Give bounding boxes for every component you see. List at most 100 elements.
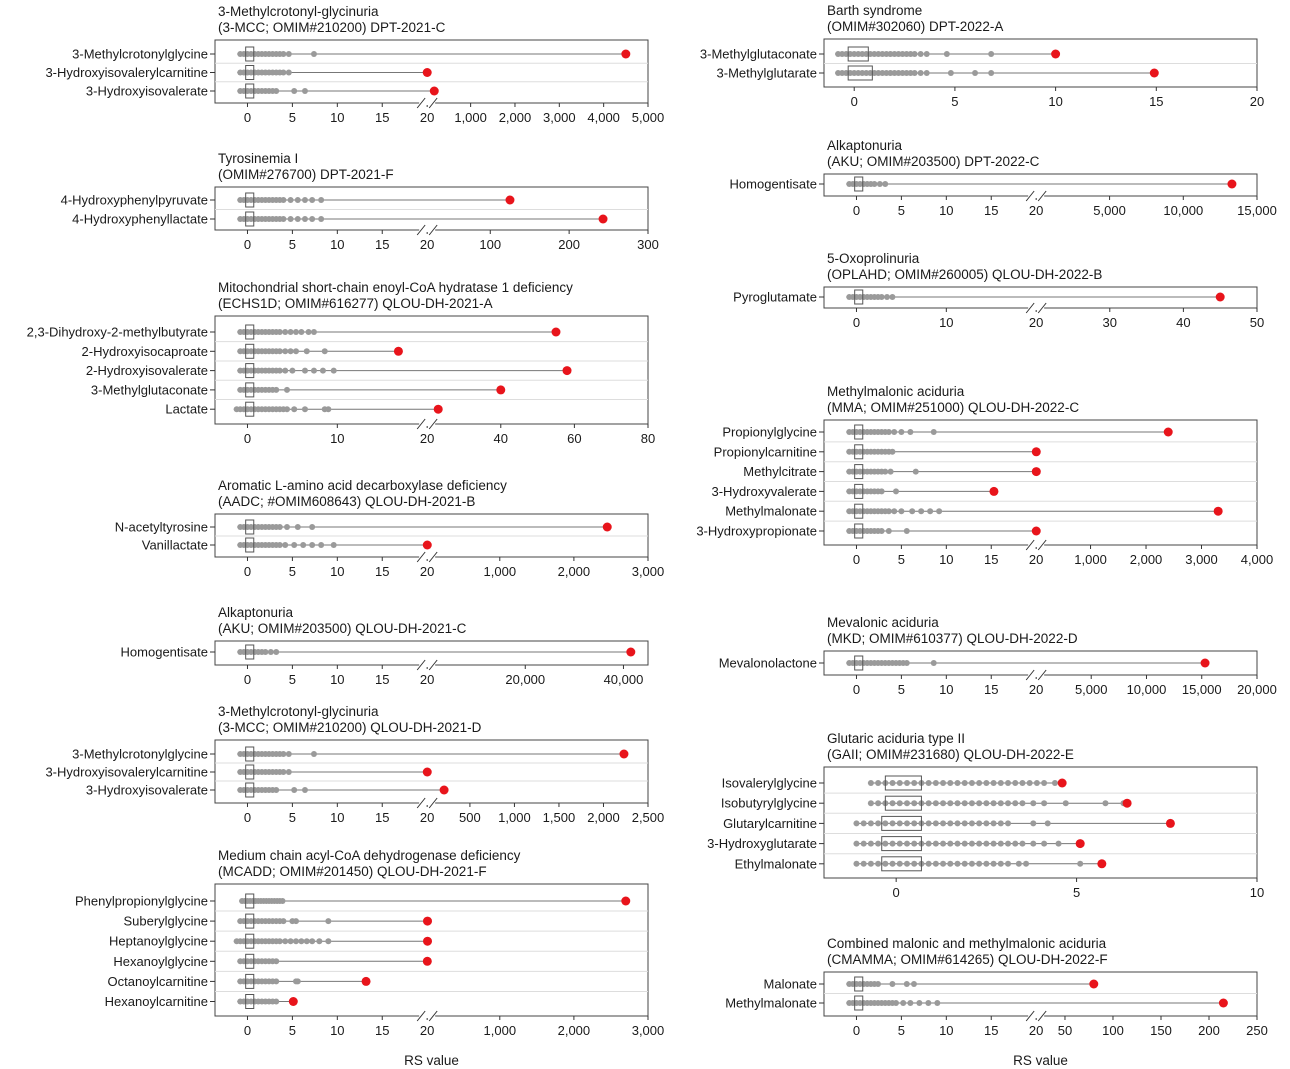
x-tick-label: 5 — [289, 237, 296, 252]
reference-dot — [983, 800, 990, 807]
reference-dot — [291, 542, 298, 548]
plot-frame — [823, 419, 1258, 546]
panel-title: (ECHS1D; OMIM#616277) QLOU-DH-2021-A — [218, 296, 493, 311]
x-tick-label: 20 — [420, 1023, 434, 1038]
reference-dot — [997, 800, 1004, 807]
panel-p6: 3-Methylcrotonyl-glycinuria(3-MCC; OMIM#… — [45, 704, 664, 825]
reference-dot — [930, 429, 937, 435]
x-tick-label: 20 — [420, 810, 434, 825]
reference-dot — [282, 542, 289, 548]
reference-dot — [282, 348, 289, 355]
boxplot-box — [245, 83, 255, 99]
panel-title: Barth syndrome — [827, 3, 922, 18]
metabolite-label: Pyroglutamate — [733, 290, 817, 305]
x-tick-label: 5 — [898, 682, 905, 697]
reference-dot — [309, 524, 316, 530]
reference-dot — [875, 800, 882, 807]
patient-dot — [1227, 179, 1237, 189]
reference-dot — [903, 981, 910, 987]
axis-break-mark — [1025, 539, 1035, 551]
patient-dot — [423, 916, 433, 926]
reference-dot — [968, 800, 975, 807]
reference-dot — [925, 840, 932, 847]
reference-dot — [860, 840, 867, 847]
axis-break-mark — [428, 659, 438, 671]
axis-break-gap — [1028, 306, 1045, 310]
x-tick-label: 15 — [375, 110, 389, 125]
axis-break-gap — [419, 555, 436, 559]
reference-dot — [961, 860, 968, 867]
panel-p11: Methylmalonic aciduria(MMA; OMIM#251000)… — [696, 384, 1273, 567]
axis-break-gap — [419, 101, 436, 105]
x-tick-label: 10 — [1048, 94, 1062, 109]
patient-dot — [505, 195, 515, 205]
reference-dot — [925, 800, 932, 807]
x-axis-label: RS value — [404, 1053, 459, 1068]
reference-dot — [910, 981, 917, 987]
boxplot-box — [245, 324, 255, 340]
reference-dot — [983, 860, 990, 867]
reference-dot — [954, 860, 961, 867]
reference-dot — [940, 820, 947, 827]
reference-dot — [282, 367, 289, 374]
panel-p2: Tyrosinemia I(OMIM#276700) DPT-2021-F 4-H… — [61, 151, 659, 252]
reference-dot — [947, 820, 954, 827]
patient-dot — [429, 86, 439, 96]
plot-frame — [214, 640, 649, 666]
reference-dot — [954, 840, 961, 847]
reference-dot — [909, 508, 916, 515]
x-tick-label: 2,000 — [558, 564, 591, 579]
x-tick-label: 10 — [330, 810, 344, 825]
x-tick-label: 15 — [984, 203, 998, 218]
panel-title: (AADC; #OMIM608643) QLOU-DH-2021-B — [218, 494, 475, 509]
boxplot-box — [245, 973, 255, 989]
patient-dot — [1122, 798, 1132, 808]
x-tick-label: 40,000 — [604, 672, 644, 687]
reference-dot — [853, 860, 860, 867]
patient-dot — [1163, 427, 1173, 437]
boxplot-box — [245, 764, 255, 780]
reference-dot — [1012, 780, 1019, 786]
reference-dot — [289, 367, 296, 374]
metabolite-label: Octanoylcarnitine — [108, 974, 208, 989]
reference-dot — [882, 468, 889, 475]
x-tick-label: 5,000 — [1093, 203, 1126, 218]
reference-dot — [943, 51, 950, 57]
reference-dot — [276, 348, 283, 355]
x-tick-label: 5 — [951, 94, 958, 109]
axis-break-mark — [1037, 1010, 1047, 1022]
x-tick-label: 10 — [939, 1023, 953, 1038]
x-tick-label: 20 — [1029, 552, 1043, 567]
x-tick-label: 5 — [289, 110, 296, 125]
panel-p10: 5-Oxoprolinuria(OPLAHD; OMIM#260005) QLO… — [733, 251, 1264, 330]
boxplot-box — [854, 655, 864, 671]
reference-dot — [875, 981, 882, 987]
reference-dot — [291, 787, 298, 793]
reference-dot — [903, 780, 910, 786]
reference-dot — [936, 508, 943, 515]
reference-dot — [301, 216, 308, 222]
x-tick-label: 2,500 — [632, 810, 665, 825]
x-tick-label: 500 — [459, 810, 481, 825]
reference-dot — [284, 524, 291, 530]
reference-dot — [273, 978, 280, 985]
axis-break-mark — [1037, 539, 1047, 551]
reference-dot — [947, 800, 954, 807]
patient-dot — [422, 767, 432, 777]
reference-dot — [273, 958, 280, 965]
boxplot-box — [881, 856, 922, 872]
x-tick-label: 1,000 — [498, 810, 531, 825]
reference-dot — [875, 780, 882, 786]
x-tick-label: 10 — [330, 110, 344, 125]
reference-dot — [301, 367, 308, 374]
x-tick-label: 0 — [853, 682, 860, 697]
x-tick-label: 20 — [420, 431, 434, 446]
x-tick-label: 5 — [289, 810, 296, 825]
x-tick-label: 10 — [939, 203, 953, 218]
metabolite-label: Phenylpropionylglycine — [75, 894, 208, 909]
reference-dot — [262, 649, 269, 655]
panel-p5: Alkaptonuria(AKU; OMIM#203500) QLOU-DH-2… — [121, 605, 649, 687]
x-tick-label: 10 — [330, 564, 344, 579]
panel-title: 3-Methylcrotonyl-glycinuria — [218, 704, 379, 719]
reference-dot — [284, 386, 291, 393]
